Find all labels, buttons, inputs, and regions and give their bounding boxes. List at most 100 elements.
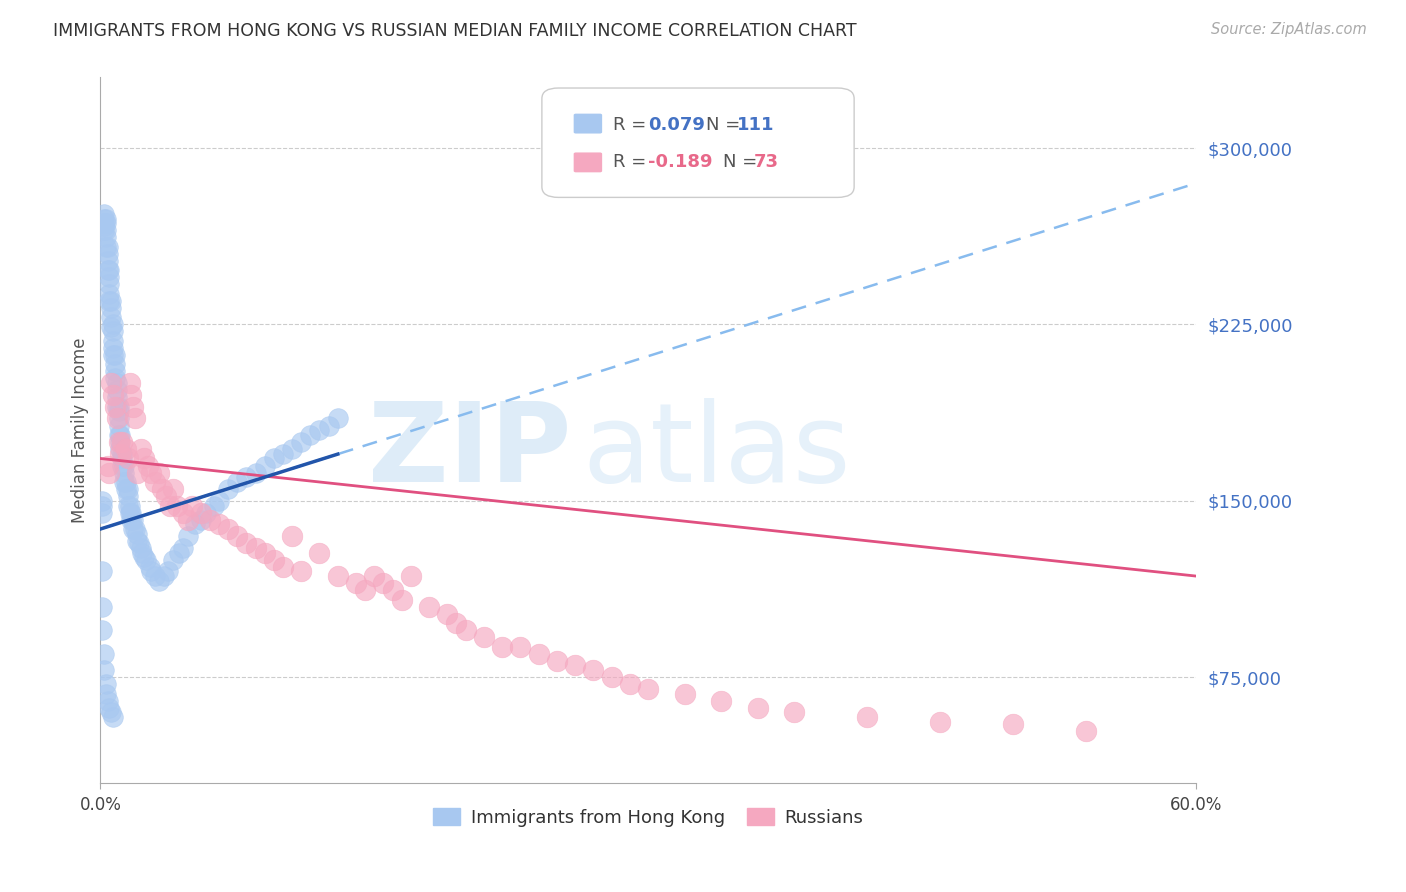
- Point: [491, 640, 513, 654]
- Point: [101, 341, 124, 355]
- Point: [118, 506, 141, 520]
- Point: [135, 552, 157, 566]
- Point: [156, 565, 179, 579]
- Point: [94, 230, 117, 244]
- Point: [167, 545, 190, 559]
- Point: [134, 451, 156, 466]
- Point: [112, 475, 135, 489]
- Point: [98, 270, 121, 285]
- Point: [110, 447, 132, 461]
- Point: [148, 574, 170, 588]
- Point: [190, 513, 212, 527]
- Point: [162, 552, 184, 566]
- Point: [100, 319, 122, 334]
- Point: [226, 529, 249, 543]
- Point: [217, 522, 239, 536]
- Point: [97, 240, 120, 254]
- Point: [98, 277, 121, 292]
- Point: [564, 658, 586, 673]
- Point: [104, 371, 127, 385]
- Point: [1076, 724, 1098, 739]
- Point: [105, 400, 128, 414]
- Point: [141, 565, 163, 579]
- Point: [93, 216, 115, 230]
- Point: [436, 607, 458, 621]
- Point: [253, 458, 276, 473]
- Point: [195, 506, 218, 520]
- Point: [118, 499, 141, 513]
- Point: [159, 499, 181, 513]
- Point: [134, 550, 156, 565]
- Point: [399, 569, 422, 583]
- Point: [93, 663, 115, 677]
- Point: [94, 677, 117, 691]
- Text: R =: R =: [613, 153, 652, 171]
- Point: [91, 599, 114, 614]
- Point: [177, 529, 200, 543]
- Point: [673, 687, 696, 701]
- Point: [105, 376, 128, 391]
- Point: [271, 447, 294, 461]
- Text: Source: ZipAtlas.com: Source: ZipAtlas.com: [1211, 22, 1367, 37]
- Point: [172, 541, 194, 555]
- Point: [101, 334, 124, 348]
- Point: [120, 388, 142, 402]
- Point: [710, 694, 733, 708]
- Point: [112, 458, 135, 473]
- Point: [122, 513, 145, 527]
- Point: [100, 376, 122, 391]
- Point: [124, 522, 146, 536]
- Point: [131, 545, 153, 559]
- Point: [97, 694, 120, 708]
- Point: [263, 451, 285, 466]
- Point: [93, 211, 115, 226]
- Point: [107, 418, 129, 433]
- FancyBboxPatch shape: [574, 113, 602, 134]
- Point: [101, 710, 124, 724]
- Point: [117, 451, 139, 466]
- Text: R =: R =: [613, 116, 652, 134]
- Point: [107, 411, 129, 425]
- Point: [111, 458, 134, 473]
- Point: [152, 482, 174, 496]
- Point: [326, 569, 349, 583]
- Point: [97, 263, 120, 277]
- Text: 73: 73: [754, 153, 779, 171]
- Point: [94, 240, 117, 254]
- Point: [263, 552, 285, 566]
- Point: [217, 482, 239, 496]
- Point: [138, 559, 160, 574]
- Point: [104, 358, 127, 372]
- Text: N =: N =: [706, 116, 747, 134]
- Point: [117, 489, 139, 503]
- Point: [98, 700, 121, 714]
- Point: [354, 583, 377, 598]
- Point: [418, 599, 440, 614]
- Point: [94, 223, 117, 237]
- Point: [120, 513, 142, 527]
- Point: [245, 466, 267, 480]
- Point: [582, 663, 605, 677]
- Point: [124, 411, 146, 425]
- Point: [381, 583, 404, 598]
- Point: [363, 569, 385, 583]
- Point: [454, 623, 477, 637]
- Point: [97, 253, 120, 268]
- Point: [281, 529, 304, 543]
- Point: [1002, 717, 1025, 731]
- Point: [546, 654, 568, 668]
- Point: [101, 318, 124, 332]
- Point: [856, 710, 879, 724]
- Point: [91, 565, 114, 579]
- Point: [226, 475, 249, 489]
- Point: [162, 482, 184, 496]
- Point: [100, 310, 122, 325]
- Point: [202, 499, 225, 513]
- Point: [235, 470, 257, 484]
- Point: [155, 489, 177, 503]
- Point: [98, 293, 121, 308]
- Point: [101, 348, 124, 362]
- Point: [105, 390, 128, 404]
- Point: [100, 706, 122, 720]
- Point: [94, 687, 117, 701]
